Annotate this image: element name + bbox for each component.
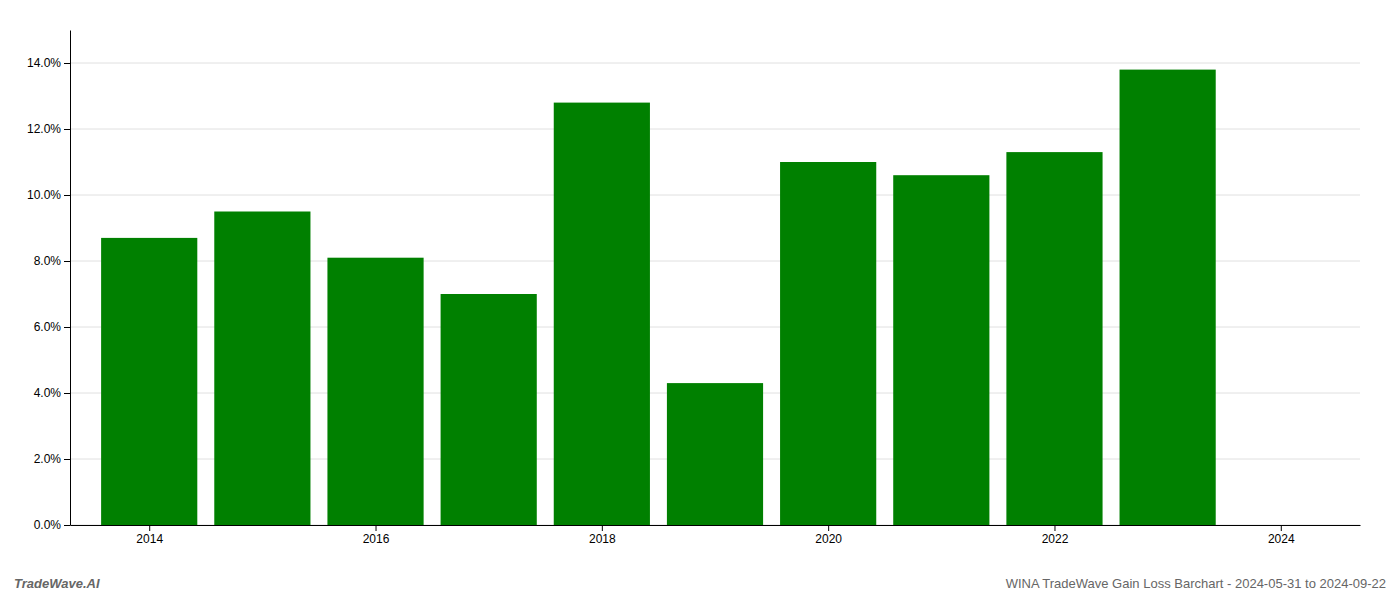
tick: 0.0%	[34, 518, 70, 532]
tick: 2014	[136, 525, 163, 546]
tick-label: 12.0%	[27, 122, 61, 136]
tick-label: 4.0%	[34, 386, 62, 400]
tick-mark	[828, 525, 829, 531]
tick-label: 2.0%	[34, 452, 62, 466]
tick-mark	[64, 195, 70, 196]
tick-label: 0.0%	[34, 518, 62, 532]
tick-mark	[64, 327, 70, 328]
tick-label: 2022	[1042, 532, 1069, 546]
grid-line	[70, 63, 1360, 64]
tick: 2018	[589, 525, 616, 546]
tick: 12.0%	[27, 122, 70, 136]
bar	[214, 212, 310, 526]
tick-mark	[64, 261, 70, 262]
bar	[1006, 152, 1102, 525]
tick-label: 8.0%	[34, 254, 62, 268]
grid	[70, 63, 1360, 525]
bar	[893, 175, 989, 525]
tick-mark	[64, 63, 70, 64]
tick-label: 10.0%	[27, 188, 61, 202]
bar	[101, 238, 197, 525]
tick: 4.0%	[34, 386, 70, 400]
tick-label: 2018	[589, 532, 616, 546]
tick-label: 6.0%	[34, 320, 62, 334]
tick: 10.0%	[27, 188, 70, 202]
bar	[667, 383, 763, 525]
bar	[554, 103, 650, 525]
tick: 2022	[1042, 525, 1069, 546]
tick: 8.0%	[34, 254, 70, 268]
x-axis: 2014 2016 2018 2020 2022 2024	[71, 525, 1361, 546]
tick-mark	[602, 525, 603, 531]
y-axis: 0.0% 2.0% 4.0% 6.0% 8.0% 10.0% 12.0% 14.0%	[27, 31, 71, 533]
tick-label: 2024	[1268, 532, 1295, 546]
bar	[1120, 70, 1216, 525]
tick: 2024	[1268, 525, 1295, 546]
tick: 2020	[815, 525, 842, 546]
tick: 6.0%	[34, 320, 70, 334]
chart-svg: 2014 2016 2018 2020 2022 2024 0.0% 2.0% 4.0% 6.0%…	[0, 0, 1400, 600]
tick-label: 14.0%	[27, 56, 61, 70]
tick-mark	[1054, 525, 1055, 531]
bar	[441, 294, 537, 525]
tick-mark	[149, 525, 150, 531]
footer-left: TradeWave.AI	[14, 576, 100, 591]
axis-line	[71, 525, 1361, 526]
bar	[780, 162, 876, 525]
footer-right: WINA TradeWave Gain Loss Barchart - 2024…	[1006, 576, 1386, 591]
tick-mark	[64, 525, 70, 526]
tick-label: 2014	[136, 532, 163, 546]
tick: 2.0%	[34, 452, 70, 466]
tick-mark	[1281, 525, 1282, 531]
tick-label: 2020	[815, 532, 842, 546]
tick-mark	[64, 459, 70, 460]
tick-mark	[64, 129, 70, 130]
tick: 2016	[363, 525, 390, 546]
axis-line	[70, 31, 71, 526]
bar	[327, 258, 423, 525]
plot-area	[101, 70, 1216, 525]
tick-mark	[64, 393, 70, 394]
tick-mark	[376, 525, 377, 531]
tick: 14.0%	[27, 56, 70, 70]
tick-label: 2016	[363, 532, 390, 546]
